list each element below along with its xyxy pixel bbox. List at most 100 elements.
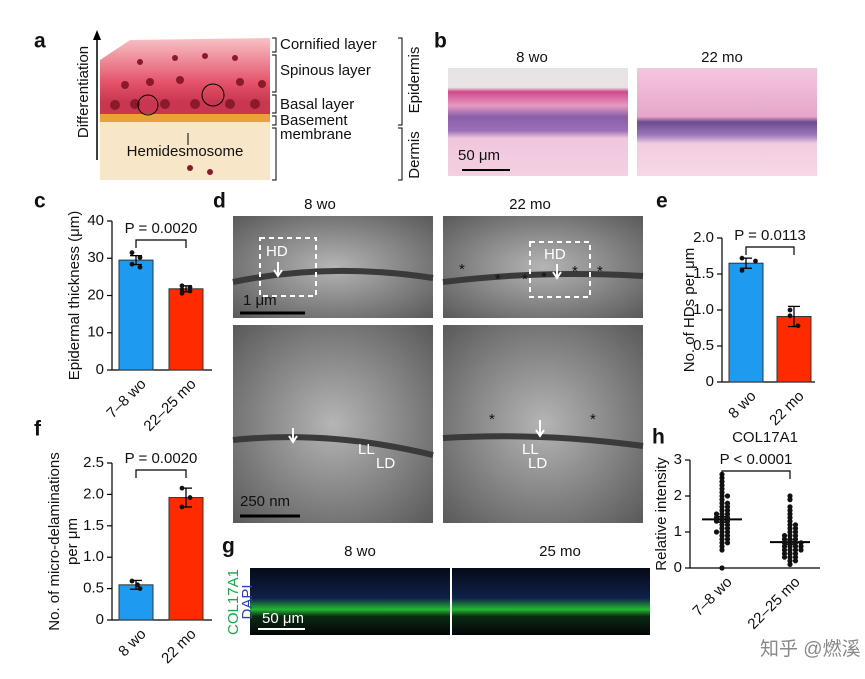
bar [776,315,812,383]
asterisk: * [590,411,596,428]
data-point [787,540,793,546]
fluorescence-image [452,568,650,635]
data-point [792,529,799,535]
data-point [787,547,793,553]
region-label: Epidermis [406,47,423,114]
bar [118,584,154,621]
data-point [187,288,193,294]
data-point [179,504,185,510]
data-point [719,543,725,550]
y-tick-label: 1.5 [83,517,104,534]
x-tick-label: 22–25 mo [744,574,803,633]
data-point [787,561,793,568]
data-point [795,323,801,329]
x-tick-label: 22–25 mo [140,376,199,435]
data-point [137,586,143,591]
layer-label: Basal layer [280,96,354,113]
layer-label: Basement [280,112,348,129]
ld-label: LD [528,455,547,472]
data-point [787,558,793,564]
panel-label: c [34,190,46,213]
inset-box [259,237,317,297]
data-point [719,507,725,513]
column-label: 8 wo [516,49,548,66]
data-point [787,504,793,510]
data-point [792,543,799,550]
p-value: P = 0.0020 [125,450,198,467]
data-point [129,578,135,584]
data-point [781,554,788,560]
nuclei [110,53,266,175]
panel-label: g [222,535,235,558]
y-tick-label: 0 [706,373,714,390]
data-point [787,515,793,521]
scale-label: 250 nm [240,493,290,510]
y-tick-label: 2.0 [83,485,104,502]
bar [118,259,154,371]
data-point [798,547,804,553]
y-tick-label: 0 [96,611,104,628]
hd-label: HD [544,246,566,263]
em-image [443,325,643,523]
dividing-cell [201,83,225,107]
data-point [787,507,793,513]
y-axis-label: Epidermal thickness (μm) [66,211,83,381]
hd-label: HD [266,243,288,260]
panel-label: b [434,30,447,53]
data-point [787,518,793,524]
data-point [724,500,731,506]
fluorescence-image [250,568,450,635]
data-point [781,533,788,539]
panel-g: g 8 wo 25 mo COL17A1 DAPI 50 μm [222,535,650,635]
histology-image [448,68,628,176]
y-tick-label: 1.0 [693,301,714,318]
y-tick-label: 1.0 [83,548,104,565]
panel-label: h [652,426,665,449]
y-axis-label: No. of HDs per μm [681,248,698,373]
asterisk: * [459,261,465,278]
column-label: 22 mo [509,196,551,213]
panel-label: f [34,418,42,441]
epidermis [100,38,270,118]
data-point [787,497,793,503]
data-point [719,525,725,532]
ll-label: LL [522,441,539,458]
data-point [719,486,725,492]
x-tick-label: 8 wo [115,626,149,660]
watermark: 知乎 @燃溪 [760,638,861,660]
x-tick-label: 7–8 wo [103,376,149,422]
data-point [787,493,793,499]
data-point [719,497,725,503]
panel-label: e [656,190,668,213]
panel-label: d [213,190,226,213]
stain-label: COL17A1 [225,569,242,635]
y-axis-label: Relative intensity [653,457,670,571]
data-point [781,540,788,546]
data-point [792,525,799,532]
stain-label: DAPI [239,584,256,619]
data-point [787,554,793,560]
x-tick-label: 8 wo [725,388,759,422]
axis-label: Differentiation [75,46,92,138]
data-point [787,313,793,319]
column-label: 8 wo [304,196,336,213]
panel-b: b 8 wo 22 mo 50 μm [434,30,817,176]
data-point [724,504,731,510]
y-tick-label: 0 [674,559,682,576]
arrow-head [93,30,101,40]
significance-bracket [721,470,791,479]
data-point [753,258,758,264]
significance-bracket [745,246,795,255]
data-point [724,522,731,528]
arrows [273,262,562,444]
data-point [787,307,793,313]
data-point [787,522,793,528]
data-point [724,529,731,535]
data-point [739,255,745,261]
y-tick-label: 0.5 [83,580,104,597]
data-point [719,533,725,539]
y-tick-label: 0.5 [693,337,714,354]
bar [168,497,204,621]
layer-label: Cornified layer [280,36,377,53]
p-value: P < 0.0001 [720,451,793,468]
